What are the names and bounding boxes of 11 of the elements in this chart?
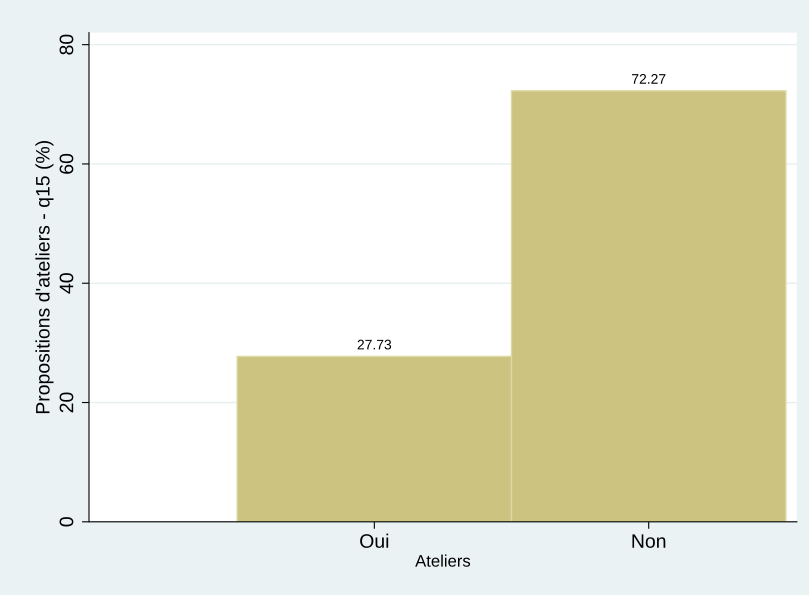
y-tick-label: 0 — [60, 517, 74, 526]
y-tick-label: 40 — [60, 273, 74, 294]
y-tick-label: 80 — [60, 34, 74, 55]
data-label: 72.27 — [632, 74, 666, 84]
x-tick-label: Non — [632, 534, 666, 548]
y-axis-title: Propositions d'ateliers - q15 (%) — [35, 140, 54, 414]
x-tick-label: Oui — [360, 534, 388, 548]
data-label: 27.73 — [358, 340, 392, 350]
y-tick-label: 60 — [60, 154, 74, 174]
x-axis-title: Ateliers — [415, 554, 470, 567]
y-tick-label: 20 — [60, 392, 74, 412]
